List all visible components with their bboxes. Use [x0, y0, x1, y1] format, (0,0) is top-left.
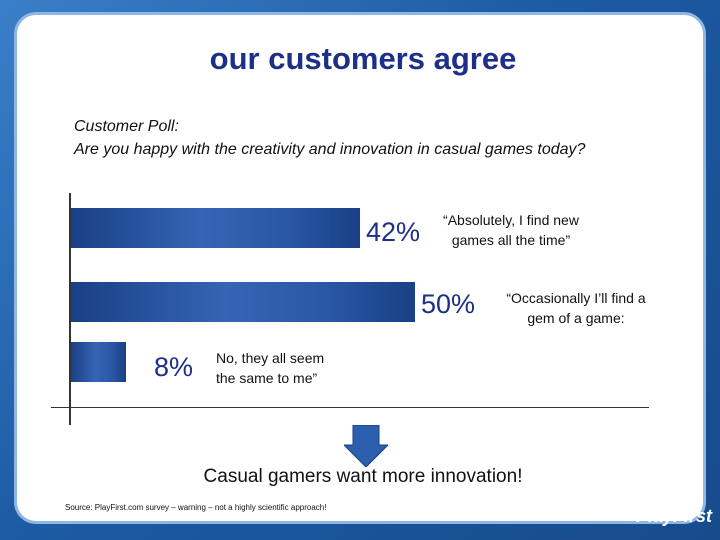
source-note: Source: PlayFirst.com survey – warning –…	[65, 503, 327, 512]
chart-y-axis	[69, 193, 71, 425]
bar-category-label: “Absolutely, I find new games all the tim…	[426, 210, 596, 250]
bar-value-label: 42%	[366, 217, 421, 247]
poll-question: Are you happy with the creativity and in…	[74, 141, 586, 158]
bar-category-label: “Occasionally I’ll find a gem of a game:	[491, 288, 661, 328]
bar-value-label: 8%	[154, 352, 194, 382]
conclusion-text: Casual gamers want more innovation!	[203, 466, 523, 487]
bar-category-line: the same to me”	[216, 370, 318, 386]
bar-category-label: No, they all seem the same to me”	[216, 348, 366, 388]
poll-bar-chart: 42% “Absolutely, I find new games all the …	[17, 15, 709, 527]
down-arrow-icon	[342, 424, 390, 468]
slide-panel: our customers agree Customer Poll: Are y…	[14, 12, 706, 524]
chart-bar	[71, 208, 360, 248]
bar-category-line: No, they all seem	[216, 350, 325, 366]
poll-heading: Customer Poll:	[74, 118, 179, 135]
playfirst-logo: PlayFirst	[636, 506, 713, 526]
bar-value-label: 50%	[421, 289, 476, 319]
slide-title: our customers agree	[209, 41, 517, 76]
chart-bar	[71, 342, 126, 382]
chart-x-axis	[51, 407, 649, 408]
bar-category-line: “Absolutely, I find new	[443, 212, 579, 228]
bar-category-line: “Occasionally I’ll find a	[506, 290, 646, 306]
chart-bar	[71, 282, 415, 322]
bar-category-line: gem of a game:	[527, 310, 625, 326]
bar-category-line: games all the time”	[451, 232, 571, 248]
